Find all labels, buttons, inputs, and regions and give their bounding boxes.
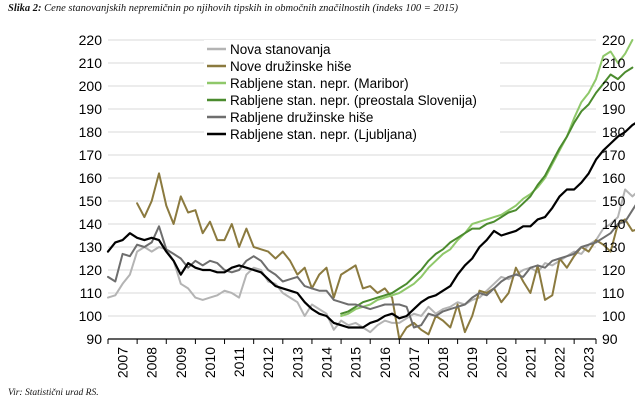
x-tick-label: 2018 — [435, 347, 451, 378]
x-tick-label: 2020 — [493, 347, 509, 378]
y-tick-label-left: 110 — [80, 285, 103, 301]
y-tick-label-right: 190 — [602, 101, 626, 117]
y-tick-label-right: 100 — [602, 308, 626, 324]
x-tick-label: 2022 — [552, 347, 568, 378]
y-tick-label-left: 210 — [79, 55, 103, 71]
x-tick-label: 2014 — [319, 347, 335, 378]
x-tick-label: 2013 — [289, 347, 305, 378]
legend-label: Rabljene stan. nepr. (Ljubljana) — [230, 127, 417, 142]
series-line — [107, 188, 635, 334]
y-tick-label-right: 150 — [602, 193, 626, 209]
x-tick-label: 2012 — [260, 347, 276, 378]
x-tick-label: 2008 — [144, 347, 160, 378]
y-tick-label-right: 160 — [602, 170, 626, 186]
y-tick-label-right: 90 — [602, 331, 618, 347]
y-tick-label-right: 120 — [602, 262, 626, 278]
x-tick-label: 2021 — [522, 347, 538, 378]
x-tick-label: 2009 — [173, 347, 189, 378]
legend-label: Nova stanovanja — [230, 42, 331, 57]
y-tick-label-left: 140 — [79, 216, 103, 232]
axes: 90 90 100 100 110 110 120 120 130 130 140 140 150 150… — [79, 32, 626, 378]
y-tick-label-left: 90 — [86, 331, 102, 347]
legend: Nova stanovanja Nove družinske hiše Rablje… — [204, 40, 500, 144]
y-tick-label-right: 180 — [602, 124, 626, 140]
y-tick-label-right: 220 — [602, 32, 626, 48]
x-tick-label: 2011 — [231, 347, 247, 377]
y-tick-label-left: 120 — [79, 262, 103, 278]
legend-label: Rabljene družinske hiše — [230, 110, 373, 125]
x-tick-label: 2017 — [406, 347, 422, 378]
y-tick-label-left: 190 — [79, 101, 103, 117]
figure-caption: Slika 2: Cene stanovanjskih nepremičnin … — [8, 3, 458, 14]
series-line — [340, 39, 634, 317]
x-tick-label: 2019 — [464, 347, 480, 378]
figure-caption-text: Cene stanovanjskih nepremičnin po njihov… — [44, 3, 458, 14]
legend-label: Nove družinske hiše — [230, 59, 352, 74]
x-tick-label: 2015 — [348, 347, 364, 378]
series-lines — [106, 39, 635, 340]
y-tick-label-left: 180 — [79, 124, 103, 140]
y-tick-label-left: 100 — [79, 308, 103, 324]
legend-label: Rabljene stan. nepr. (preostala Slovenij… — [230, 93, 477, 108]
y-tick-label-left: 130 — [79, 239, 103, 255]
series-line — [107, 204, 635, 329]
series-line — [340, 66, 634, 315]
y-tick-label-left: 150 — [79, 193, 103, 209]
legend-box — [204, 40, 500, 144]
figure-caption-label: Slika 2: — [8, 3, 42, 14]
series-line — [136, 172, 635, 340]
y-tick-label-right: 170 — [602, 147, 626, 163]
y-tick-label-left: 220 — [79, 32, 103, 48]
y-tick-label-right: 200 — [602, 78, 626, 94]
y-tick-label-right: 140 — [602, 216, 626, 232]
series-line — [106, 122, 635, 329]
y-tick-label-right: 210 — [602, 55, 626, 71]
x-tick-label: 2010 — [202, 347, 218, 378]
figure-source: Vir: Statistični urad RS. — [8, 388, 99, 398]
y-tick-label-left: 200 — [79, 78, 103, 94]
x-tick-label: 2023 — [581, 347, 597, 378]
x-tick-label: 2016 — [377, 347, 393, 378]
y-tick-label-left: 160 — [79, 170, 103, 186]
y-tick-label-right: 110 — [602, 285, 625, 301]
y-tick-label-right: 130 — [602, 239, 626, 255]
y-tick-label-left: 170 — [79, 147, 103, 163]
legend-label: Rabljene stan. nepr. (Maribor) — [230, 76, 409, 91]
x-tick-label: 2007 — [115, 347, 131, 378]
